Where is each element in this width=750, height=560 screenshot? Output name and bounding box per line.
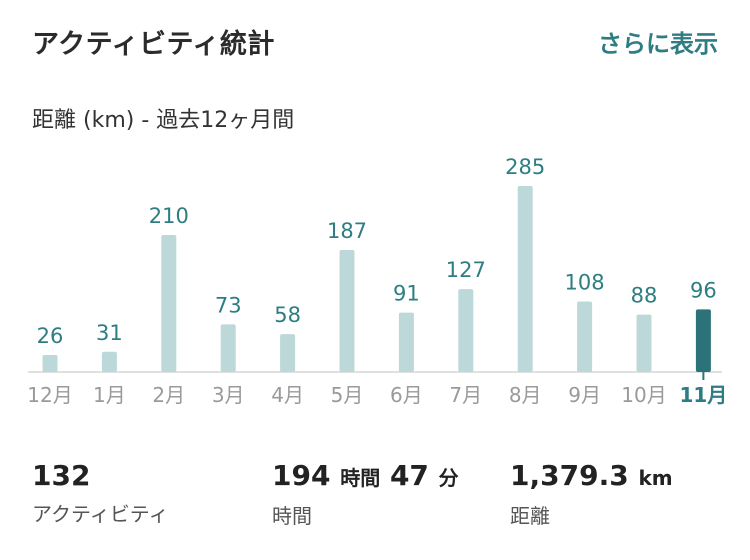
- page-title: アクティビティ統計: [32, 29, 275, 60]
- x-tick-label[interactable]: 3月: [212, 383, 245, 407]
- data-label: 31: [96, 321, 123, 345]
- data-label: 58: [274, 303, 301, 327]
- x-tick-label[interactable]: 6月: [390, 383, 423, 407]
- bar-5月[interactable]: [339, 249, 355, 372]
- bar-7月[interactable]: [458, 289, 474, 372]
- data-label: 73: [215, 293, 242, 317]
- bar-12月[interactable]: [42, 355, 58, 372]
- x-tick-label[interactable]: 4月: [271, 383, 304, 407]
- data-label: 108: [565, 271, 605, 295]
- bar-1月[interactable]: [101, 351, 117, 372]
- stat-activities-label: アクティビティ: [32, 502, 169, 526]
- x-tick-label[interactable]: 9月: [568, 383, 601, 407]
- stat-distance-label: 距離: [510, 504, 550, 528]
- data-label: 96: [690, 278, 717, 302]
- bar-6月[interactable]: [398, 312, 414, 372]
- show-more-link[interactable]: さらに表示: [598, 30, 718, 58]
- bar-11月[interactable]: [695, 309, 711, 372]
- x-tick-label[interactable]: 10月: [621, 383, 666, 407]
- bar-3月[interactable]: [220, 324, 236, 372]
- x-tick-label[interactable]: 5月: [331, 383, 364, 407]
- x-tick-label[interactable]: 1月: [93, 383, 126, 407]
- bar-4月[interactable]: [280, 334, 296, 372]
- data-label: 91: [393, 282, 420, 306]
- bar-8月[interactable]: [517, 186, 533, 372]
- x-tick-label[interactable]: 12月: [27, 383, 72, 407]
- x-tick-label[interactable]: 8月: [509, 383, 542, 407]
- data-label: 187: [327, 219, 367, 243]
- stat-activities-value: 132: [32, 459, 91, 492]
- data-label: 285: [505, 155, 545, 179]
- stat-time-value: 194 時間 47 分: [272, 459, 459, 492]
- stat-distance-value: 1,379.3 km: [510, 459, 673, 492]
- data-label: 127: [446, 258, 486, 282]
- stat-time-label: 時間: [272, 504, 312, 528]
- chart-title: 距離 (km) - 過去12ヶ月間: [32, 108, 295, 133]
- distance-bar-chart: 26 12月 31 1月 210 2月 73 3月 58 4月 187 5月 91 6月 127 7月 285 8…: [27, 155, 727, 407]
- x-tick-label[interactable]: 7月: [449, 383, 482, 407]
- data-label: 26: [37, 324, 64, 348]
- data-label: 210: [149, 204, 189, 228]
- stat-distance: 1,379.3 km 距離: [510, 458, 673, 529]
- data-label: 88: [631, 284, 658, 308]
- x-tick-label[interactable]: 2月: [152, 383, 185, 407]
- bar-9月[interactable]: [577, 301, 593, 372]
- bar-10月[interactable]: [636, 314, 652, 372]
- stat-time: 194 時間 47 分 時間: [272, 458, 459, 529]
- stat-activities: 132 アクティビティ: [32, 458, 169, 527]
- bar-2月[interactable]: [161, 234, 177, 372]
- x-tick-label[interactable]: 11月: [679, 383, 727, 407]
